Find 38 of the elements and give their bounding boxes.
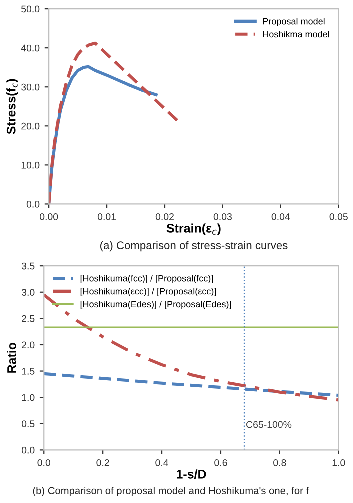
x-tick-label: 0.05 <box>330 214 348 220</box>
x-tick-label: 1.0 <box>332 459 346 466</box>
legend-label: [Hoshikuma(fcc)] / [Proposal(fcc)] <box>80 275 214 284</box>
y-tick-label: 3.0 <box>22 289 35 296</box>
y-axis-title: Ratio <box>7 343 16 373</box>
y-axis-title: Stress(f$_{c}$) <box>6 79 18 134</box>
y-tick-label: 2.0 <box>22 342 35 349</box>
y-tick-label: 0.0 <box>22 446 35 454</box>
legend-label: Proposal model <box>263 18 325 26</box>
legend-label: [Hoshikuma(Edes)] / [Proposal(Edes)] <box>80 300 232 310</box>
y-tick-label: 20.0 <box>22 122 40 130</box>
y-tick-label: 40.0 <box>21 44 40 52</box>
x-tick-label: 0.4 <box>156 459 168 466</box>
x-tick-label: 0.6 <box>214 459 228 466</box>
y-tick-label: 10.0 <box>22 162 40 169</box>
x-tick-label: 0.00 <box>40 214 58 220</box>
y-tick-label: 30.0 <box>21 84 40 91</box>
text: (b) Comparison of proposal model and Hoshikuma's one, for f <box>33 487 310 496</box>
y-tick-label: 2.5 <box>22 315 35 322</box>
y-tick-label: 0.5 <box>22 420 35 428</box>
x-tick-label: 0.01 <box>98 214 116 220</box>
y-tick-label: 0.0 <box>26 200 40 208</box>
y-tick-label: 50.0 <box>22 6 40 13</box>
x-tick-label: 0.04 <box>272 214 290 220</box>
legend-label: [Hoshikuma(εcc)] / [Proposal(εcc)] <box>80 288 216 296</box>
x-tick-label: 0.8 <box>274 459 286 466</box>
y-tick-label: 3.5 <box>22 262 35 270</box>
x-axis-title: 1-s/D <box>177 470 206 479</box>
x-tick-label: 0.2 <box>96 459 110 466</box>
legend-label: Hoshikma model <box>263 31 330 38</box>
x-axis-title: Strain(ε$_{c}$) <box>166 224 221 236</box>
x-tick-label: 0.02 <box>156 214 174 220</box>
x-tick-label: 0.03 <box>214 214 232 220</box>
text: (a) Comparison of stress-strain curves <box>100 241 288 252</box>
y-tick-label: 1.5 <box>22 368 35 375</box>
ref-line-label: C65-100% <box>246 421 292 428</box>
x-tick-label: 0.0 <box>38 459 51 466</box>
y-tick-label: 1.0 <box>22 394 35 402</box>
